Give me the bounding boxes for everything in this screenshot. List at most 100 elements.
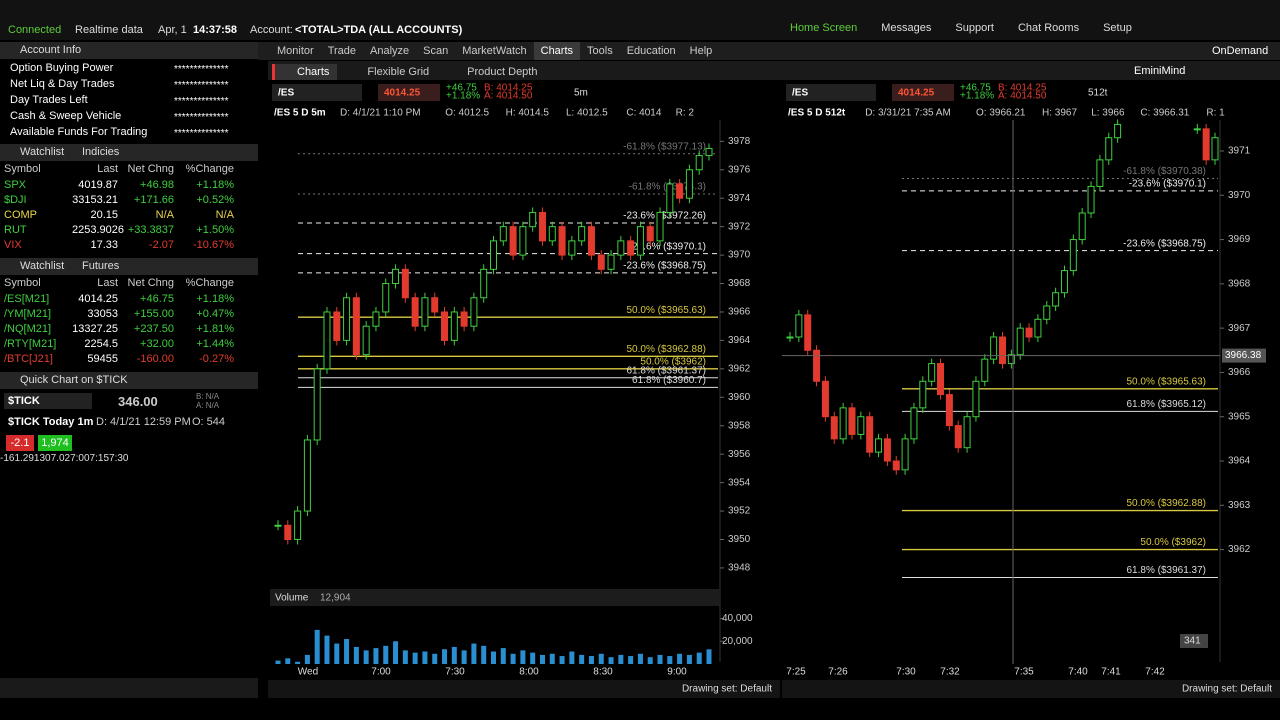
menu-tab[interactable]: Monitor <box>277 45 314 57</box>
candle <box>786 336 794 339</box>
y-tick-label: 3964 <box>1228 456 1251 467</box>
volume-bar <box>451 646 457 664</box>
chart-tab[interactable]: Flexible Grid <box>367 66 430 78</box>
candle <box>830 416 838 440</box>
watchlist-cell: +1.44% <box>196 338 234 350</box>
candle <box>392 268 400 285</box>
drawing-set[interactable]: Drawing set: Default <box>1182 684 1272 695</box>
panel-header: Account Info <box>0 42 258 59</box>
symbol-box[interactable]: $TICK <box>4 393 92 409</box>
chart-info: /ES 5 D 512t <box>788 108 846 119</box>
panel-list[interactable]: Futures <box>82 260 120 272</box>
menu-tab[interactable]: Education <box>626 45 676 57</box>
chart-tab[interactable]: Product Depth <box>467 66 538 78</box>
watchlist-cell: SPX <box>4 179 27 191</box>
aggregation[interactable]: 5m <box>574 88 588 99</box>
volume-bar <box>304 654 310 664</box>
panel-header: Quick Chart on $TICK <box>0 372 258 389</box>
watchlist-cell: +33.3837 <box>127 224 174 236</box>
menu-tab[interactable]: Trade <box>327 45 357 57</box>
volume-bar <box>667 656 673 664</box>
fib-label: -23.6% ($3972.26) <box>623 211 706 222</box>
symbol-box[interactable] <box>272 84 362 101</box>
chart-info: R: 1 <box>1206 108 1225 119</box>
watchlist-cell: N/A <box>155 209 174 221</box>
candle <box>646 226 654 242</box>
panel-list[interactable]: Indicies <box>82 146 120 158</box>
bottom-toolbar <box>782 680 1280 698</box>
grid-label: EminiMind <box>1134 65 1186 77</box>
account-value: ************** <box>174 96 229 107</box>
candle <box>1087 185 1095 214</box>
top-link[interactable]: Setup <box>1103 22 1132 34</box>
candle <box>945 394 953 427</box>
volume-bar <box>608 657 614 664</box>
top-link[interactable]: Chat Rooms <box>1017 22 1080 34</box>
on-demand[interactable]: OnDemand <box>1212 45 1269 57</box>
account-label: Net Liq & Day Trades <box>10 78 115 90</box>
candle <box>401 268 409 299</box>
volume-bar <box>275 660 281 664</box>
fib-label: 50.0% ($3965.63) <box>1126 376 1206 387</box>
volume-last: 12,904 <box>320 593 351 604</box>
aggregation[interactable]: 512t <box>1088 88 1108 99</box>
top-link[interactable]: Support <box>955 22 994 34</box>
candle <box>990 336 998 360</box>
account-value: ************** <box>174 112 229 123</box>
volume-bar <box>422 651 428 664</box>
watchlist-cell: +237.50 <box>133 323 174 335</box>
menu-tab[interactable]: Help <box>689 45 713 57</box>
candle <box>313 368 321 441</box>
chart-info: R: 2 <box>676 108 695 119</box>
candle <box>676 183 684 199</box>
candle <box>548 226 556 242</box>
symbol-box[interactable] <box>786 84 876 101</box>
fib-label: 50.0% ($3962.88) <box>626 344 706 355</box>
menu-tab[interactable]: Scan <box>423 45 449 57</box>
volume-tag-box <box>1180 634 1208 648</box>
candle <box>274 524 282 527</box>
watchlist-cell: +46.75 <box>140 293 174 305</box>
menu-tab[interactable]: MarketWatch <box>462 45 527 57</box>
candle <box>529 211 537 228</box>
candle <box>431 297 439 313</box>
drawing-set[interactable]: Drawing set: Default <box>682 684 772 695</box>
price-box <box>378 84 440 101</box>
price-tag: 3966.38 <box>1225 350 1262 361</box>
candle <box>587 226 595 256</box>
volume-title: Volume <box>275 593 309 604</box>
volume-bar <box>402 650 408 664</box>
x-tick-label: 7:32 <box>940 667 960 678</box>
chart-tab[interactable]: Charts <box>272 64 338 80</box>
menu-tab[interactable]: Tools <box>587 45 613 57</box>
candle <box>1078 212 1086 241</box>
scale-label: -161.29 <box>0 453 34 464</box>
account[interactable]: <TOTAL>TDA (ALL ACCOUNTS) <box>295 24 463 36</box>
x-tick-label: 7:25 <box>786 667 806 678</box>
top-link[interactable]: Home Screen <box>790 22 858 34</box>
volume-bar <box>706 649 712 664</box>
left-chart: /ES 4014.25 +46.75+1.18% B: 4014.25A: 4014.… <box>268 83 780 698</box>
menu-tab[interactable]: Charts <box>533 42 581 60</box>
top-link[interactable]: Messages <box>881 22 932 34</box>
fib-label: -23.6% ($3968.75) <box>1123 238 1206 249</box>
panel-title: Account Info <box>20 44 82 56</box>
x-tick-label: 7:15 <box>89 453 110 464</box>
watchlist-cell: +171.66 <box>133 194 174 206</box>
fib-label: 50.0% ($3962) <box>1140 537 1206 548</box>
candle <box>875 438 883 453</box>
menu-tab[interactable]: Analyze <box>370 45 410 57</box>
volume-bar <box>353 646 359 664</box>
volume-bar <box>657 654 663 664</box>
fib-label: 50.0% ($3962.88) <box>1126 498 1206 509</box>
candle <box>1043 305 1051 320</box>
bid: B: 4014.25 <box>998 83 1047 94</box>
chart-info: /ES 5 D 5m <box>274 108 326 119</box>
volume-bar <box>520 650 526 664</box>
y-tick-label: 3960 <box>728 392 751 403</box>
watchlist-cell: +1.18% <box>196 293 234 305</box>
y-tick-label: 3974 <box>728 193 751 204</box>
volume-bar <box>539 654 545 664</box>
candle <box>1202 128 1210 161</box>
volume-bar <box>412 652 418 664</box>
